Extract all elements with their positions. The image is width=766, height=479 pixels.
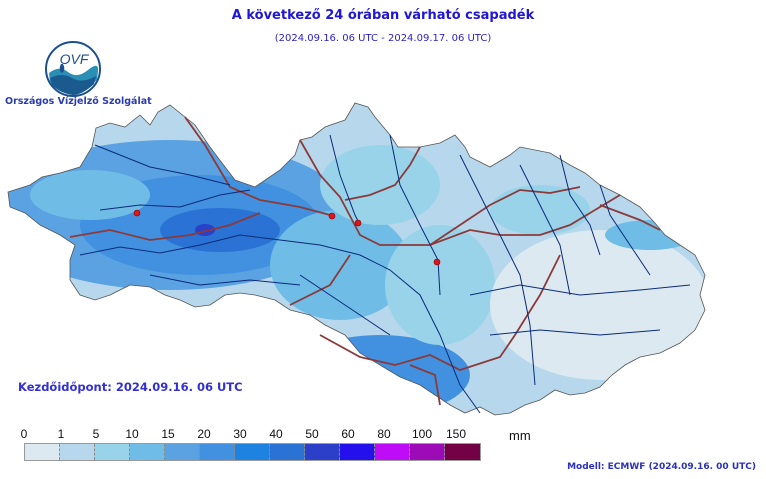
station-markers [133, 209, 441, 266]
start-time: Kezdőidőpont: 2024.09.16. 06 UTC [18, 380, 243, 394]
legend-tick: 0 [20, 427, 28, 441]
legend-swatch [305, 444, 340, 460]
legend-unit: mm [509, 428, 531, 443]
legend-tick: 15 [161, 427, 175, 441]
svg-text:OVF: OVF [60, 51, 90, 67]
legend-tick: 80 [377, 427, 391, 441]
legend-tick: 20 [197, 427, 211, 441]
legend-tick: 50 [305, 427, 319, 441]
model-info: Modell: ECMWF (2024.09.16. 00 UTC) [567, 462, 756, 472]
legend-swatch [270, 444, 305, 460]
station-marker [433, 258, 441, 266]
legend-swatch [375, 444, 410, 460]
legend-swatch [130, 444, 165, 460]
legend-tick: 1 [57, 427, 65, 441]
station-marker [354, 219, 362, 227]
station-marker [328, 212, 336, 220]
legend-swatch [445, 444, 480, 460]
legend-swatch [235, 444, 270, 460]
legend-tick: 150 [445, 427, 467, 441]
legend-tick: 60 [341, 427, 355, 441]
map-title: A következő 24 órában várható csapadék [231, 8, 535, 23]
precipitation-map [7, 102, 706, 416]
color-legend [24, 443, 481, 461]
legend-swatch [340, 444, 375, 460]
river-network [79, 134, 691, 414]
legend-swatch [410, 444, 445, 460]
legend-tick: 30 [233, 427, 247, 441]
legend-swatch [95, 444, 130, 460]
basin-boundaries [69, 116, 661, 406]
legend-tick: 100 [411, 427, 433, 441]
legend-swatch [165, 444, 200, 460]
ovf-logo-icon: OVF [45, 41, 101, 97]
legend-tick: 5 [92, 427, 100, 441]
legend-tick: 40 [269, 427, 283, 441]
organization-name: Országos Vízjelző Szolgálat [5, 96, 152, 107]
legend-swatch [25, 444, 60, 460]
forecast-period: (2024.09.16. 06 UTC - 2024.09.17. 06 UTC… [274, 33, 492, 44]
legend-ticks: 0 1 5 10 15 20 30 40 50 60 80 100 150 [20, 427, 504, 441]
legend-swatch [200, 444, 235, 460]
legend-swatch [60, 444, 95, 460]
legend-tick: 10 [125, 427, 139, 441]
station-marker [133, 209, 141, 217]
